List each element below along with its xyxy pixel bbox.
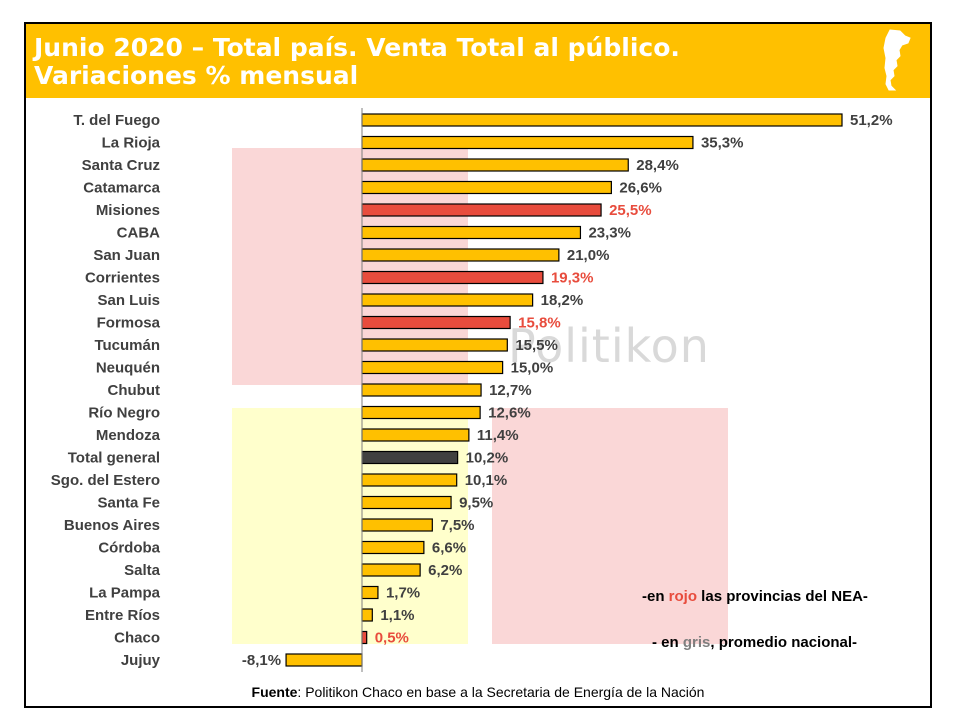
category-label: La Rioja bbox=[102, 135, 161, 152]
category-label: Entre Ríos bbox=[85, 607, 160, 624]
bar bbox=[361, 630, 368, 645]
value-label: 15,8% bbox=[518, 315, 561, 332]
category-label: CABA bbox=[117, 225, 160, 242]
value-label: 0,5% bbox=[375, 630, 409, 647]
bar bbox=[361, 608, 373, 622]
value-label: 9,5% bbox=[459, 495, 493, 512]
category-label: Formosa bbox=[97, 315, 161, 332]
value-label: 1,7% bbox=[386, 585, 420, 602]
note-average-prefix: - en bbox=[652, 634, 683, 651]
category-label: La Pampa bbox=[89, 585, 161, 602]
source-label: Fuente bbox=[251, 684, 298, 700]
header-banner: Junio 2020 – Total país. Venta Total al … bbox=[26, 24, 930, 98]
category-label: San Luis bbox=[97, 292, 160, 309]
value-label: 21,0% bbox=[567, 247, 610, 264]
category-label: Sgo. del Estero bbox=[51, 472, 160, 489]
note-average: - en gris, promedio nacional- bbox=[652, 634, 857, 651]
value-label: 51,2% bbox=[850, 112, 893, 129]
value-label: 35,3% bbox=[701, 135, 744, 152]
value-label: 23,3% bbox=[588, 225, 631, 242]
category-label: San Juan bbox=[93, 247, 160, 264]
bar bbox=[361, 158, 629, 172]
value-label: 19,3% bbox=[551, 270, 594, 287]
category-label: Catamarca bbox=[83, 180, 160, 197]
title-line-1: Junio 2020 – Total país. Venta Total al … bbox=[34, 33, 680, 62]
note-nea-highlight: rojo bbox=[668, 588, 698, 605]
bar bbox=[361, 203, 602, 217]
argentina-map-icon bbox=[883, 29, 911, 91]
bar bbox=[361, 293, 534, 307]
bar bbox=[361, 270, 544, 285]
bar bbox=[361, 540, 425, 555]
bar bbox=[361, 428, 470, 442]
note-nea-suffix: las provincias del NEA- bbox=[697, 588, 868, 605]
bar bbox=[361, 225, 582, 240]
category-label: Santa Fe bbox=[97, 495, 160, 512]
chart-title: Junio 2020 – Total país. Venta Total al … bbox=[34, 34, 680, 90]
bar bbox=[361, 450, 459, 465]
note-average-suffix: , promedio nacional- bbox=[710, 634, 858, 651]
category-label: T. del Fuego bbox=[73, 112, 160, 129]
category-label: Córdoba bbox=[98, 540, 160, 557]
category-label: Misiones bbox=[96, 202, 160, 219]
value-label: 6,2% bbox=[428, 562, 462, 579]
value-label: 10,2% bbox=[466, 450, 509, 467]
bar bbox=[361, 360, 504, 375]
bar bbox=[361, 180, 612, 195]
bar bbox=[361, 383, 482, 397]
bar bbox=[361, 518, 433, 532]
value-label: 12,7% bbox=[489, 382, 532, 399]
category-label: Total general bbox=[68, 450, 160, 467]
note-nea: -en rojo las provincias del NEA- bbox=[642, 588, 868, 605]
value-label: 6,6% bbox=[432, 540, 466, 557]
value-label: 7,5% bbox=[440, 517, 474, 534]
value-label: 15,0% bbox=[511, 360, 554, 377]
source-text: : Politikon Chaco en base a la Secretari… bbox=[297, 684, 705, 700]
category-label: Tucumán bbox=[94, 337, 160, 354]
value-label: 25,5% bbox=[609, 202, 652, 219]
category-label: Neuquén bbox=[96, 360, 160, 377]
bar bbox=[361, 585, 379, 600]
value-label: 26,6% bbox=[619, 180, 662, 197]
bar bbox=[361, 338, 508, 352]
category-label: Mendoza bbox=[96, 427, 161, 444]
bar bbox=[361, 113, 843, 127]
category-label: Chubut bbox=[108, 382, 160, 399]
value-label: 18,2% bbox=[541, 292, 584, 309]
bar bbox=[361, 248, 560, 262]
value-label: 28,4% bbox=[636, 157, 679, 174]
category-label: Salta bbox=[124, 562, 161, 579]
background-pink-block-bottom bbox=[492, 408, 728, 644]
note-average-highlight: gris bbox=[682, 634, 711, 651]
title-line-2: Variaciones % mensual bbox=[34, 61, 359, 90]
bar bbox=[285, 653, 363, 667]
value-label: 12,6% bbox=[488, 405, 531, 422]
bar bbox=[361, 135, 694, 150]
bar-chart: T. del Fuego 51,2% La Rioja 35,3% Santa Cruz… bbox=[51, 108, 893, 672]
chart-frame: Junio 2020 – Total país. Venta Total al … bbox=[24, 22, 932, 708]
value-label: 15,5% bbox=[515, 337, 558, 354]
bar bbox=[361, 473, 458, 487]
category-label: Jujuy bbox=[121, 652, 161, 669]
category-label: Corrientes bbox=[85, 270, 160, 287]
category-label: Río Negro bbox=[88, 405, 160, 422]
bar bbox=[361, 495, 452, 510]
bar bbox=[361, 563, 421, 577]
value-label: 1,1% bbox=[380, 607, 414, 624]
category-label: Buenos Aires bbox=[64, 517, 160, 534]
value-label: -8,1% bbox=[242, 652, 281, 669]
source-note: Fuente: Politikon Chaco en base a la Sec… bbox=[26, 684, 930, 700]
category-label: Santa Cruz bbox=[82, 157, 160, 174]
category-label: Chaco bbox=[114, 630, 160, 647]
value-label: 10,1% bbox=[465, 472, 508, 489]
bar bbox=[361, 405, 481, 420]
bar bbox=[361, 315, 511, 330]
value-label: 11,4% bbox=[477, 427, 519, 444]
watermark-text: Politikon bbox=[508, 319, 710, 373]
note-nea-prefix: -en bbox=[642, 588, 669, 605]
